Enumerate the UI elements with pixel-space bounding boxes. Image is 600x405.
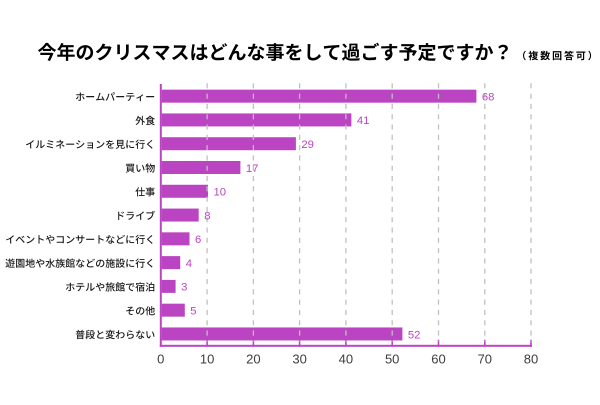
svg-text:41: 41 [357,115,370,127]
svg-text:3: 3 [181,282,187,294]
svg-text:29: 29 [301,139,314,151]
svg-text:4: 4 [186,258,192,270]
svg-text:17: 17 [246,163,259,175]
svg-text:68: 68 [482,92,495,104]
svg-text:10: 10 [200,352,214,367]
svg-text:0: 0 [157,352,164,367]
svg-text:30: 30 [292,352,306,367]
svg-text:5: 5 [190,306,196,318]
svg-text:70: 70 [478,352,492,367]
svg-text:20: 20 [246,352,260,367]
svg-text:52: 52 [408,329,421,341]
svg-text:8: 8 [204,210,210,222]
svg-text:80: 80 [524,352,538,367]
svg-text:60: 60 [431,352,445,367]
svg-text:50: 50 [385,352,399,367]
svg-text:6: 6 [195,234,201,246]
svg-text:40: 40 [339,352,353,367]
svg-text:10: 10 [214,187,227,199]
